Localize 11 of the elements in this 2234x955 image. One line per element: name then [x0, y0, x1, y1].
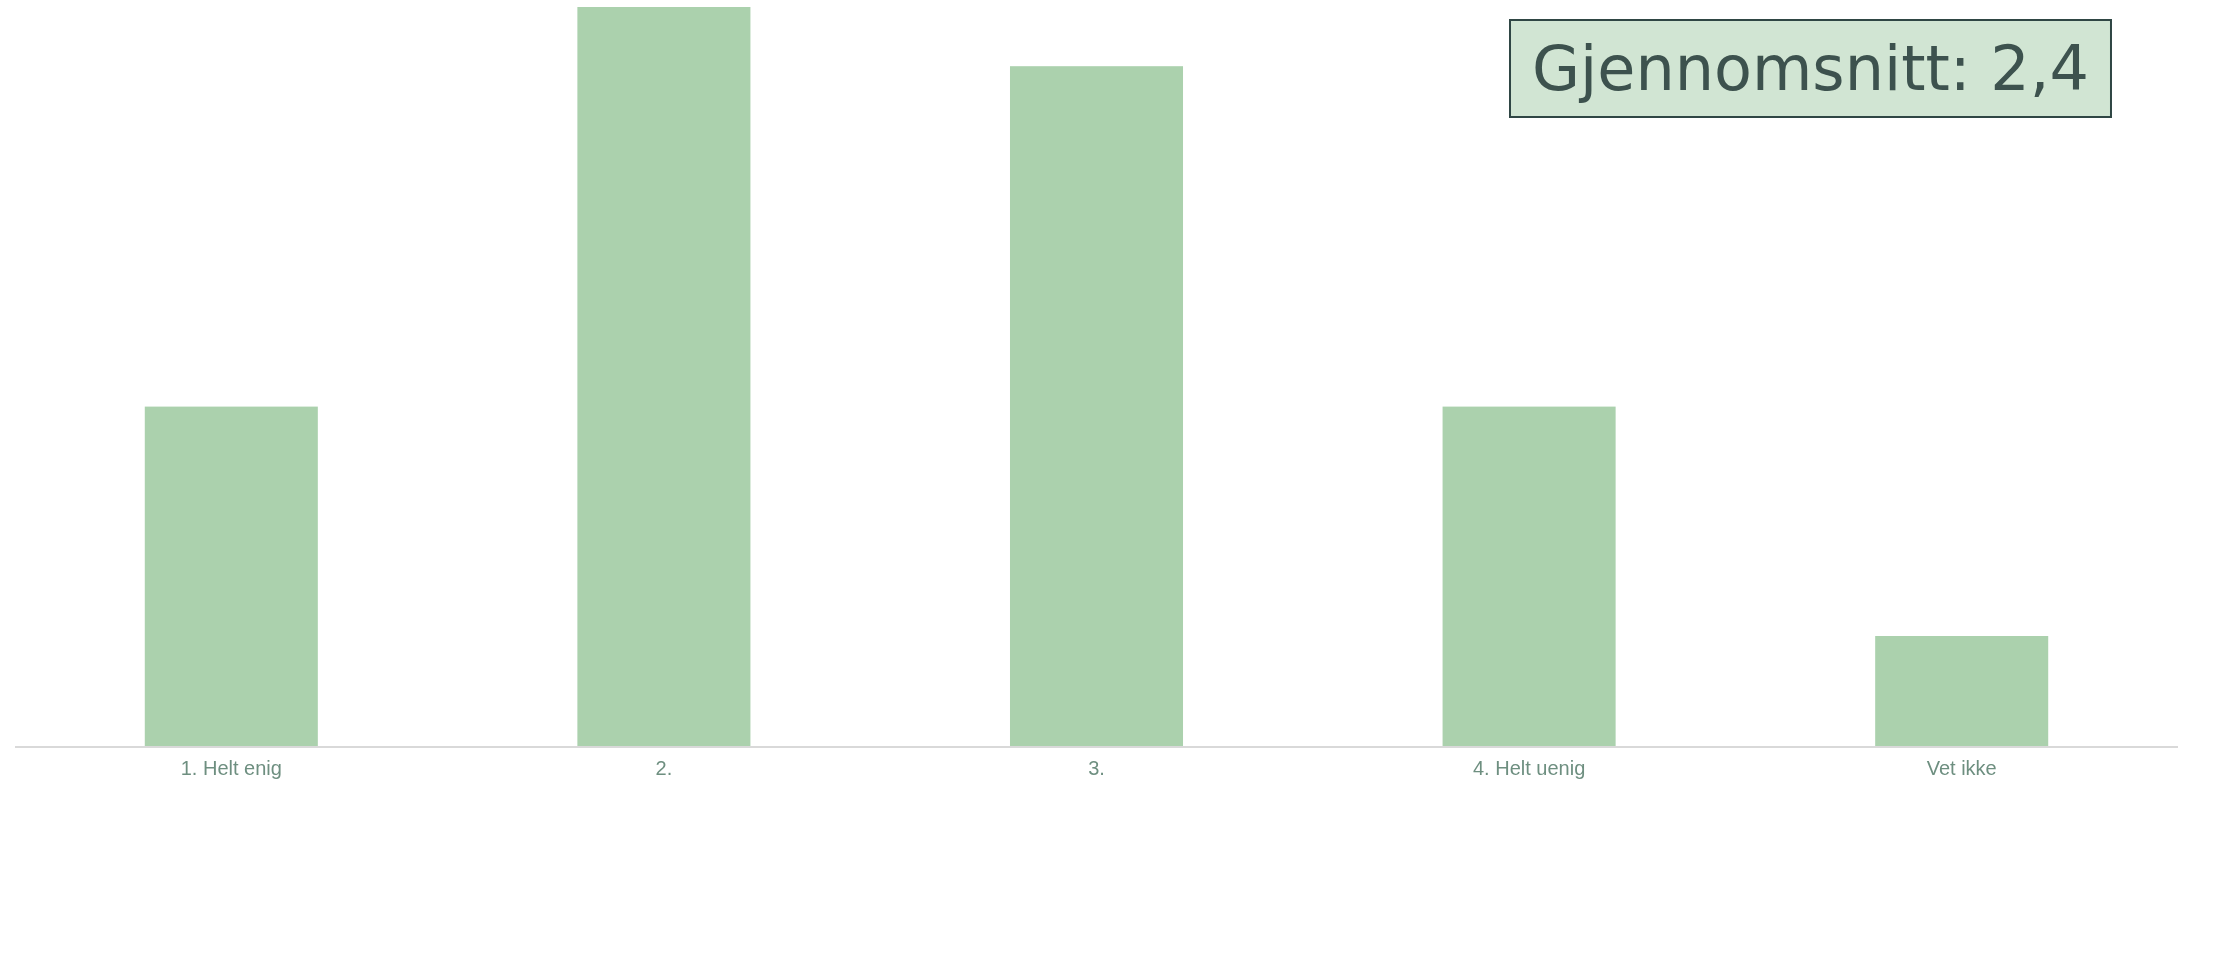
- bar: [577, 7, 751, 747]
- x-tick-label: Vet ikke: [1926, 757, 1997, 780]
- x-tick-label: 3.: [1088, 757, 1105, 780]
- x-tick-label: 1. Helt enig: [180, 757, 282, 780]
- x-tick-label: 2.: [655, 757, 673, 780]
- bar: [1442, 406, 1616, 747]
- x-tick-label: 4. Helt uenig: [1472, 757, 1586, 780]
- bar: [144, 406, 318, 747]
- bar: [1009, 66, 1184, 747]
- bar: [1875, 636, 2049, 747]
- annotation: Gjennomsnitt: 2,4: [1532, 32, 2089, 105]
